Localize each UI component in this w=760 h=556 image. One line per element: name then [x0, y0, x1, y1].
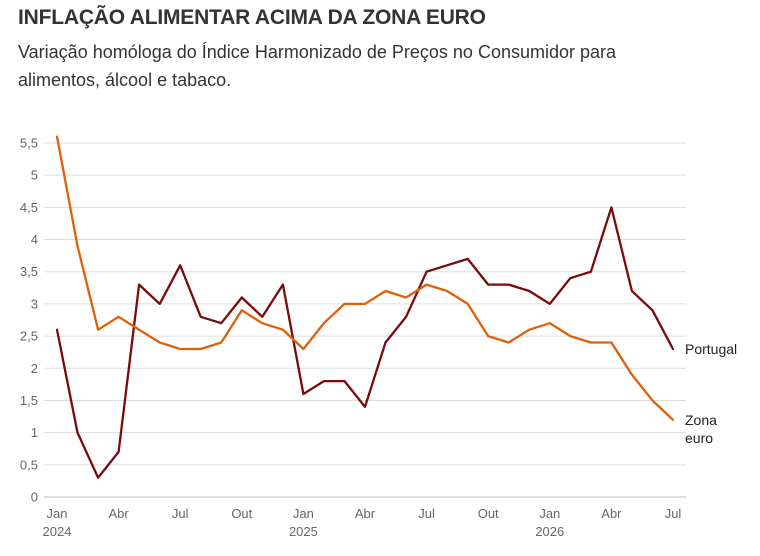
grid-lines — [44, 142, 686, 498]
x-tick-label: Abr — [601, 506, 622, 521]
y-tick-label: 5,5 — [20, 136, 38, 151]
y-tick-label: 5 — [31, 168, 38, 183]
y-tick-label: 1 — [31, 425, 38, 440]
y-tick-label: 0 — [31, 490, 38, 505]
chart-subtitle: Variação homóloga do Índice Harmonizado … — [18, 42, 617, 90]
series-label: Portugal — [685, 341, 737, 357]
y-tick-label: 0,5 — [20, 457, 38, 472]
series-line — [55, 206, 675, 479]
x-tick-label: Jan — [539, 506, 560, 521]
x-axis-ticks: Jan 2024 Abr Jul Out Jan 2025 Abr Jul Out Jan 2026 A… — [43, 506, 682, 539]
x-tick-label: Abr — [108, 506, 129, 521]
x-tick-year-label: 2024 — [43, 524, 72, 539]
series-label: Zona euro — [685, 412, 717, 446]
x-tick-label: Jul — [418, 506, 435, 521]
x-tick-label: Jul — [665, 506, 682, 521]
series-labels: Portugal Zona euro — [685, 341, 737, 446]
x-tick-label: Abr — [355, 506, 376, 521]
x-tick-year-label: 2025 — [289, 524, 318, 539]
x-tick-label: Out — [478, 506, 499, 521]
y-tick-label: 3,5 — [20, 264, 38, 279]
x-tick-label: Out — [231, 506, 252, 521]
chart-title: INFLAÇÃO ALIMENTAR ACIMA DA ZONA EURO — [18, 6, 486, 29]
y-tick-label: 2 — [31, 361, 38, 376]
series-line — [55, 135, 675, 421]
x-tick-year-label: 2026 — [535, 524, 564, 539]
y-axis-ticks: 0 0,5 1 1,5 2 2,5 3 3,5 4 4,5 5 5,5 — [20, 136, 38, 505]
x-tick-label: Jul — [172, 506, 189, 521]
y-tick-label: 2,5 — [20, 329, 38, 344]
y-tick-label: 3 — [31, 296, 38, 311]
y-tick-label: 1,5 — [20, 393, 38, 408]
x-tick-label: Jan — [293, 506, 314, 521]
y-tick-label: 4,5 — [20, 200, 38, 215]
x-tick-label: Jan — [47, 506, 68, 521]
y-tick-label: 4 — [31, 232, 38, 247]
series-lines — [55, 135, 675, 479]
